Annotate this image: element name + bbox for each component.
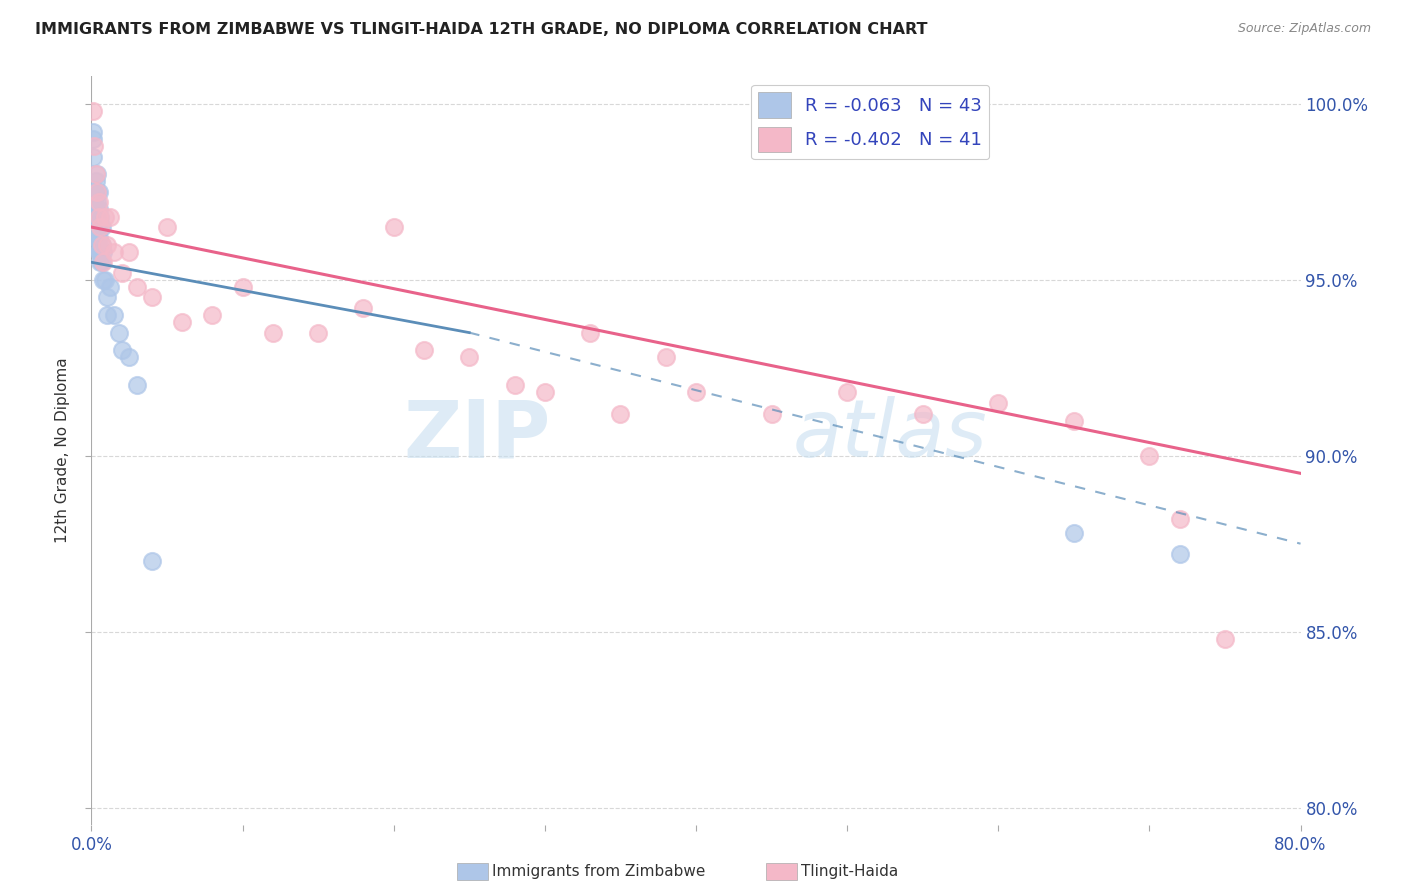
Point [761,407,783,421]
Point [103,308,125,322]
Point [118,350,141,364]
Point [111,343,132,358]
Point [82,132,104,146]
Point [307,326,329,340]
Point [89,244,111,259]
Legend: R = -0.063   N = 43, R = -0.402   N = 41: R = -0.063 N = 43, R = -0.402 N = 41 [751,85,990,160]
Point [93,255,115,269]
Point [201,308,224,322]
Point [89,220,111,235]
Point [87,195,110,210]
Point [654,350,676,364]
Point [1168,547,1191,561]
Point [141,554,163,568]
Point [86,185,108,199]
Point [89,220,111,235]
Point [579,326,602,340]
Point [352,301,374,315]
Point [103,244,125,259]
Point [82,125,104,139]
Point [83,237,105,252]
Point [172,315,194,329]
Point [835,385,858,400]
Point [83,185,105,199]
Point [86,195,108,210]
Point [87,202,110,217]
Point [1063,526,1085,541]
Point [413,343,436,358]
Point [83,139,105,153]
Point [118,244,141,259]
Point [94,210,117,224]
Point [87,185,110,199]
Text: Tlingit-Haida: Tlingit-Haida [801,864,898,879]
Point [87,244,110,259]
Point [84,185,107,199]
Point [93,273,115,287]
Point [86,167,108,181]
Point [87,230,110,244]
Point [503,378,526,392]
Point [96,308,118,322]
Point [91,220,114,235]
Point [82,103,104,118]
Point [83,195,105,210]
Point [141,290,163,304]
Point [87,210,110,224]
Point [911,407,934,421]
Point [91,255,114,269]
Point [262,326,284,340]
Text: ZIP: ZIP [404,396,551,475]
Point [96,290,118,304]
Point [111,266,132,280]
Point [94,273,117,287]
Point [84,210,107,224]
Point [1063,413,1085,427]
Point [93,244,115,259]
Point [1213,632,1236,646]
Point [89,255,111,269]
Point [96,237,118,252]
Point [125,378,148,392]
Point [382,220,405,235]
Y-axis label: 12th Grade, No Diploma: 12th Grade, No Diploma [55,358,70,543]
Point [86,210,108,224]
Point [91,237,114,252]
Point [98,280,121,294]
Point [84,174,107,188]
Text: IMMIGRANTS FROM ZIMBABWE VS TLINGIT-HAIDA 12TH GRADE, NO DIPLOMA CORRELATION CHA: IMMIGRANTS FROM ZIMBABWE VS TLINGIT-HAID… [35,22,928,37]
Point [609,407,631,421]
Point [685,385,707,400]
Point [87,210,110,224]
Point [84,220,107,235]
Point [231,280,253,294]
Point [83,210,105,224]
Point [1139,449,1161,463]
Text: Immigrants from Zimbabwe: Immigrants from Zimbabwe [492,864,706,879]
Text: Source: ZipAtlas.com: Source: ZipAtlas.com [1237,22,1371,36]
Point [1168,512,1191,526]
Point [84,202,107,217]
Point [987,396,1010,410]
Point [84,167,107,181]
Point [82,150,104,164]
Point [156,220,179,235]
Text: atlas: atlas [793,396,987,475]
Point [458,350,481,364]
Point [125,280,148,294]
Point [86,185,108,199]
Point [89,210,111,224]
Point [86,230,108,244]
Point [91,237,114,252]
Point [533,385,555,400]
Point [98,210,121,224]
Point [107,326,129,340]
